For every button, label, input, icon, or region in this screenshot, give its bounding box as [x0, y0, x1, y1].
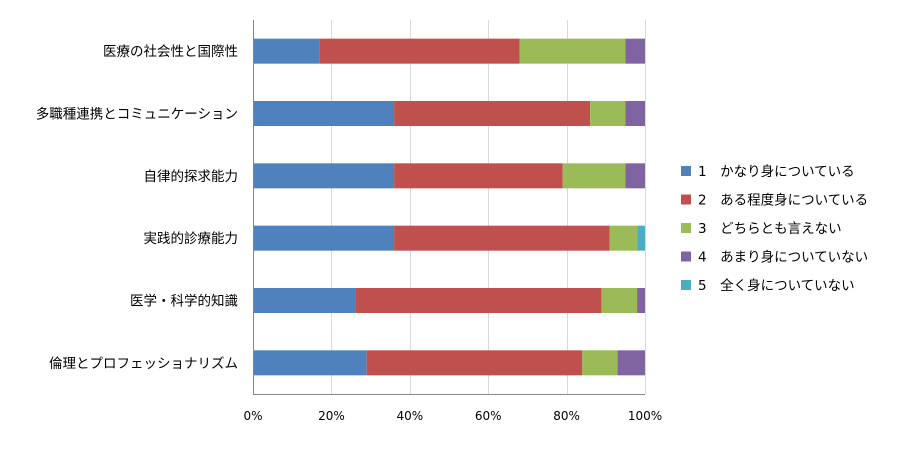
- bar-segment: [519, 38, 626, 64]
- x-tick-labels: 0% 20% 40% 60% 80% 100%: [243, 409, 662, 423]
- legend-swatch: [681, 223, 691, 233]
- bar-segment: [590, 101, 626, 126]
- x-tick-label: 60%: [475, 409, 502, 423]
- bar-segment: [637, 225, 645, 251]
- bar-segment: [253, 38, 320, 64]
- bar-segment: [601, 288, 638, 313]
- legend-swatch: [681, 166, 691, 176]
- bar-segment: [625, 101, 645, 126]
- category-label: 多職種連携とコミュニケーション: [36, 106, 238, 123]
- legend: 1 かなり身についている 2 ある程度身についている 3 どちらとも言えない 4 あま…: [681, 164, 868, 294]
- category-label: 倫理とプロフェッショナリズム: [49, 356, 238, 372]
- x-tick-label: 40%: [396, 409, 423, 423]
- legend-label: 5 全く身についていない: [698, 277, 855, 294]
- category-labels: 医療の社会性と国際性多職種連携とコミュニケーション自律的探求能力実践的診療能力医…: [36, 43, 238, 372]
- bar-segment: [625, 163, 645, 189]
- x-tick-label: 100%: [628, 409, 662, 423]
- bar-segments: [253, 38, 645, 376]
- legend-swatch: [681, 251, 691, 262]
- x-tick-label: 20%: [318, 409, 345, 423]
- category-label: 自律的探求能力: [144, 169, 239, 185]
- legend-swatch: [681, 280, 691, 290]
- legend-label: 1 かなり身についている: [698, 164, 855, 180]
- x-tick-label: 80%: [553, 409, 580, 423]
- category-label: 医療の社会性と国際性: [103, 43, 238, 60]
- axes: [253, 20, 645, 395]
- category-label: 医学・科学的知識: [130, 293, 238, 310]
- legend-label: 3 どちらとも言えない: [698, 221, 842, 237]
- bar-segment: [253, 288, 356, 313]
- bar-segment: [562, 163, 626, 189]
- bar-segment: [625, 38, 645, 64]
- bar-segment: [394, 163, 563, 189]
- bar-segment: [582, 350, 618, 376]
- bar-segment: [253, 225, 395, 251]
- x-tick-label: 0%: [243, 409, 262, 423]
- category-label: 実践的診療能力: [144, 230, 239, 247]
- legend-swatch: [681, 194, 691, 205]
- bar-segment: [394, 101, 591, 126]
- legend-label: 2 ある程度身についている: [698, 193, 868, 209]
- bar-segment: [637, 288, 645, 313]
- bar-segment: [319, 38, 520, 64]
- bar-segment: [366, 350, 583, 376]
- bar-segment: [253, 163, 395, 189]
- bar-segment: [617, 350, 645, 376]
- gridlines: [253, 20, 646, 394]
- bar-segment: [253, 350, 367, 376]
- bar-segment: [609, 225, 638, 251]
- bar-segment: [355, 288, 602, 313]
- bar-segment: [394, 225, 610, 251]
- bar-segment: [253, 101, 395, 126]
- legend-label: 4 あまり身についていない: [698, 250, 868, 266]
